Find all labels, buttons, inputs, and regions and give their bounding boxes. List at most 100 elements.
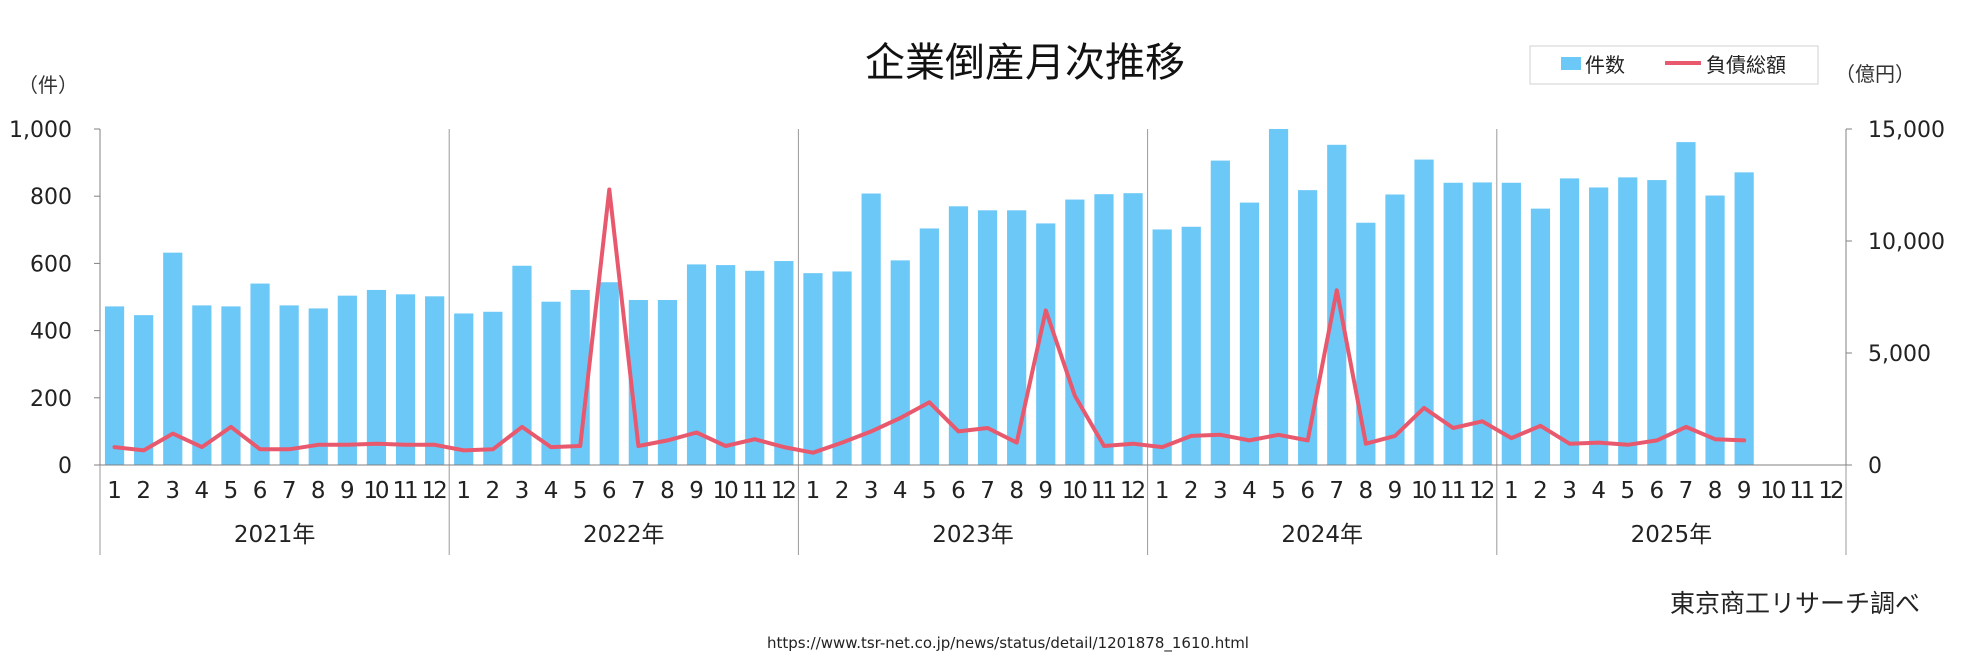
month-label: 12: [422, 478, 448, 504]
month-label: 5: [922, 478, 937, 504]
debt-point: [1626, 443, 1630, 447]
year-label: 2022年: [583, 522, 665, 548]
bar-count: [366, 289, 387, 465]
debt-point: [840, 441, 844, 445]
bar-count: [1239, 202, 1260, 466]
debt-point: [1102, 444, 1106, 448]
bar-count: [861, 193, 881, 465]
year-label: 2021年: [234, 522, 316, 548]
month-label: 9: [1737, 478, 1752, 504]
left-axis-unit: （件）: [18, 73, 78, 97]
bar-count: [1530, 208, 1551, 465]
debt-point: [1393, 434, 1397, 438]
month-label: 7: [980, 478, 995, 504]
debt-point: [665, 438, 670, 442]
bar-count: [454, 313, 474, 465]
month-label: 8: [1708, 478, 1723, 504]
month-label: 3: [1213, 478, 1228, 504]
bar-count: [163, 252, 183, 465]
debt-point: [171, 432, 175, 436]
bar-count: [948, 206, 969, 465]
debt-point: [811, 451, 815, 455]
bar-count: [657, 300, 678, 465]
left-tick-label: 0: [58, 454, 72, 479]
month-label: 10: [713, 478, 739, 504]
bar-count: [1501, 182, 1521, 465]
bar-count: [1705, 195, 1725, 465]
month-label: 8: [1359, 478, 1374, 504]
debt-point: [1422, 406, 1426, 410]
bar-count: [1589, 187, 1609, 466]
month-label: 11: [392, 478, 418, 504]
debt-point: [927, 400, 931, 404]
month-label: 6: [602, 478, 617, 504]
debt-point: [1509, 436, 1513, 440]
bar-count: [1734, 172, 1754, 465]
debt-point: [694, 430, 699, 435]
debt-point: [1655, 438, 1659, 442]
year-label: 2024年: [1281, 522, 1363, 548]
legend: 件数 負債総額: [1529, 45, 1819, 85]
month-label: 5: [1620, 478, 1635, 504]
debt-point: [1567, 442, 1572, 446]
bar-count: [104, 306, 125, 465]
debt-point: [1538, 424, 1543, 428]
month-label: 12: [1120, 478, 1146, 504]
debt-point: [1131, 442, 1135, 446]
left-tick-label: 800: [30, 185, 72, 210]
month-label: 11: [1789, 478, 1815, 504]
left-tick-label: 600: [30, 252, 72, 277]
month-label: 5: [573, 478, 588, 504]
debt-point: [1742, 438, 1746, 442]
month-label: 11: [742, 478, 768, 504]
month-label: 12: [1469, 478, 1495, 504]
bar-count: [1036, 223, 1056, 465]
debt-point: [985, 426, 990, 430]
month-label: 4: [1242, 478, 1257, 504]
right-tick-label: 10,000: [1868, 230, 1945, 255]
month-label: 4: [544, 478, 559, 504]
debt-point: [956, 429, 961, 433]
month-label: 10: [363, 478, 389, 504]
month-label: 2: [136, 478, 151, 504]
bar-count: [425, 296, 445, 465]
debt-point: [1044, 308, 1048, 313]
debt-point: [869, 429, 873, 433]
debt-point: [229, 425, 233, 429]
debt-point: [1335, 288, 1339, 292]
debt-point: [1684, 425, 1688, 429]
debt-point: [287, 447, 291, 451]
bar-count: [774, 261, 794, 465]
bar-count: [1676, 142, 1696, 465]
month-label: 8: [660, 478, 675, 504]
debt-point: [112, 445, 117, 449]
month-label: 4: [1591, 478, 1606, 504]
month-label: 6: [1650, 478, 1665, 504]
bar-count: [221, 306, 241, 465]
left-tick-label: 400: [30, 320, 72, 345]
debt-point: [1189, 434, 1193, 438]
bar-count: [832, 271, 852, 465]
month-label: 11: [1440, 478, 1466, 504]
bar-count: [1647, 180, 1667, 465]
debt-point: [607, 187, 611, 192]
debt-point: [578, 444, 582, 448]
month-label: 11: [1091, 478, 1117, 504]
month-label: 3: [864, 478, 879, 504]
debt-point: [520, 425, 524, 429]
debt-point: [724, 444, 728, 448]
bar-count: [1210, 160, 1230, 466]
debt-point: [1451, 426, 1455, 430]
bar-count: [1152, 229, 1172, 465]
month-label: 3: [165, 478, 180, 504]
month-label: 3: [515, 478, 530, 504]
month-label: 4: [195, 478, 210, 504]
bar-count: [745, 270, 765, 465]
month-label: 1: [806, 478, 821, 504]
month-label: 10: [1760, 478, 1786, 504]
bar-count: [1327, 144, 1347, 466]
month-label: 8: [1009, 478, 1024, 504]
month-label: 10: [1062, 478, 1088, 504]
bar-count: [512, 265, 532, 465]
debt-point: [433, 443, 437, 447]
